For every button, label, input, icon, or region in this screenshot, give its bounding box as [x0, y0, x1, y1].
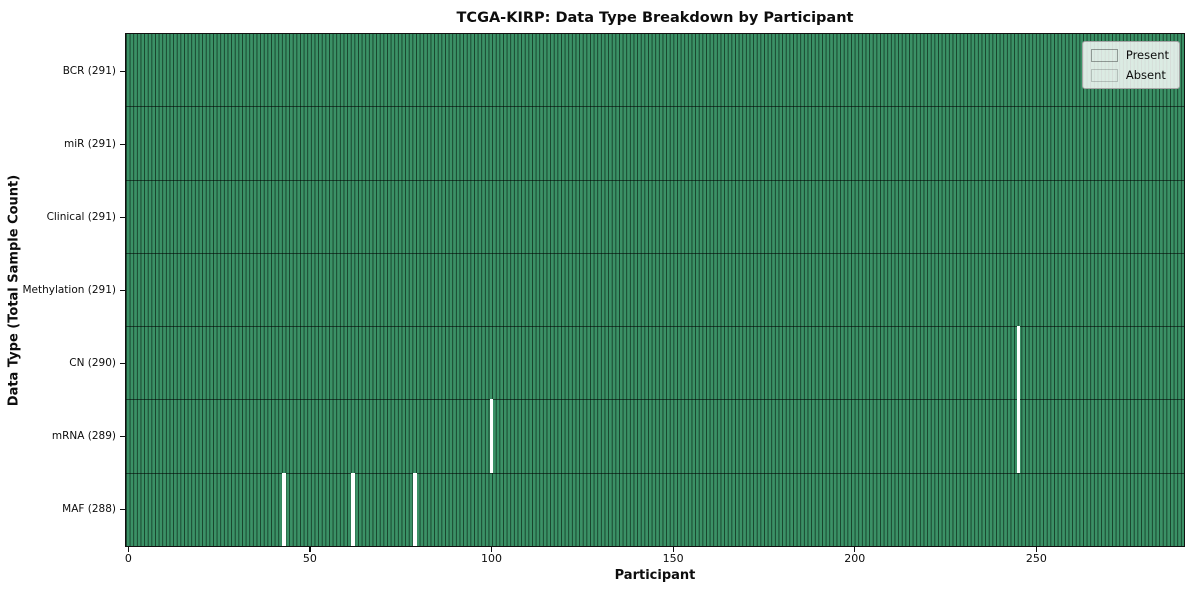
legend-label-absent: Absent	[1125, 68, 1166, 82]
y-tick	[120, 216, 125, 218]
x-tick-label: 150	[662, 552, 684, 565]
legend: Present Absent	[1081, 41, 1180, 89]
y-tick	[120, 143, 125, 145]
x-tick-label: 0	[124, 552, 132, 565]
plot-area: Present Absent	[125, 33, 1185, 547]
x-tick-label: 200	[844, 552, 866, 565]
legend-label-present: Present	[1125, 48, 1169, 62]
data-row-cn	[126, 326, 1184, 400]
data-row-methylation	[126, 252, 1184, 327]
x-tick	[1035, 547, 1037, 552]
x-tick-label: 250	[1025, 552, 1047, 565]
y-tick	[120, 289, 125, 291]
y-tick-label: MAF (288)	[62, 502, 116, 515]
legend-entry-absent: Absent	[1090, 68, 1169, 82]
x-tick	[854, 547, 856, 552]
y-tick	[120, 508, 125, 510]
x-tick	[672, 547, 674, 552]
y-tick-label: CN (290)	[69, 356, 116, 369]
x-tick	[309, 547, 311, 552]
y-tick-label: Methylation (291)	[22, 283, 116, 296]
legend-entry-present: Present	[1090, 48, 1169, 62]
y-tick	[120, 435, 125, 437]
present-swatch-icon	[1090, 48, 1118, 62]
absent-gap	[1016, 399, 1021, 473]
x-tick	[490, 547, 493, 552]
absent-gap	[282, 472, 286, 546]
absent-gap	[489, 399, 494, 473]
y-tick	[120, 70, 125, 72]
data-row-mir	[126, 106, 1184, 180]
x-tick	[127, 547, 129, 552]
x-axis-title: Participant	[614, 568, 696, 583]
x-tick-label: 50	[302, 552, 317, 565]
y-tick-label: miR (291)	[63, 137, 116, 150]
y-tick	[120, 362, 125, 364]
data-row-maf	[126, 472, 1184, 546]
data-row-mrna	[126, 399, 1184, 473]
absent-gap	[1016, 326, 1021, 400]
data-row-bcr	[126, 34, 1184, 107]
absent-gap	[413, 472, 417, 546]
data-row-clinical	[126, 179, 1184, 253]
y-tick-label: mRNA (289)	[51, 429, 116, 442]
y-tick-label: Clinical (291)	[46, 210, 116, 223]
y-tick-label: BCR (291)	[62, 64, 116, 77]
x-tick-label: 100	[481, 552, 503, 565]
chart-title: TCGA-KIRP: Data Type Breakdown by Partic…	[456, 10, 854, 26]
absent-swatch-icon	[1090, 68, 1118, 82]
absent-gap	[351, 472, 356, 546]
